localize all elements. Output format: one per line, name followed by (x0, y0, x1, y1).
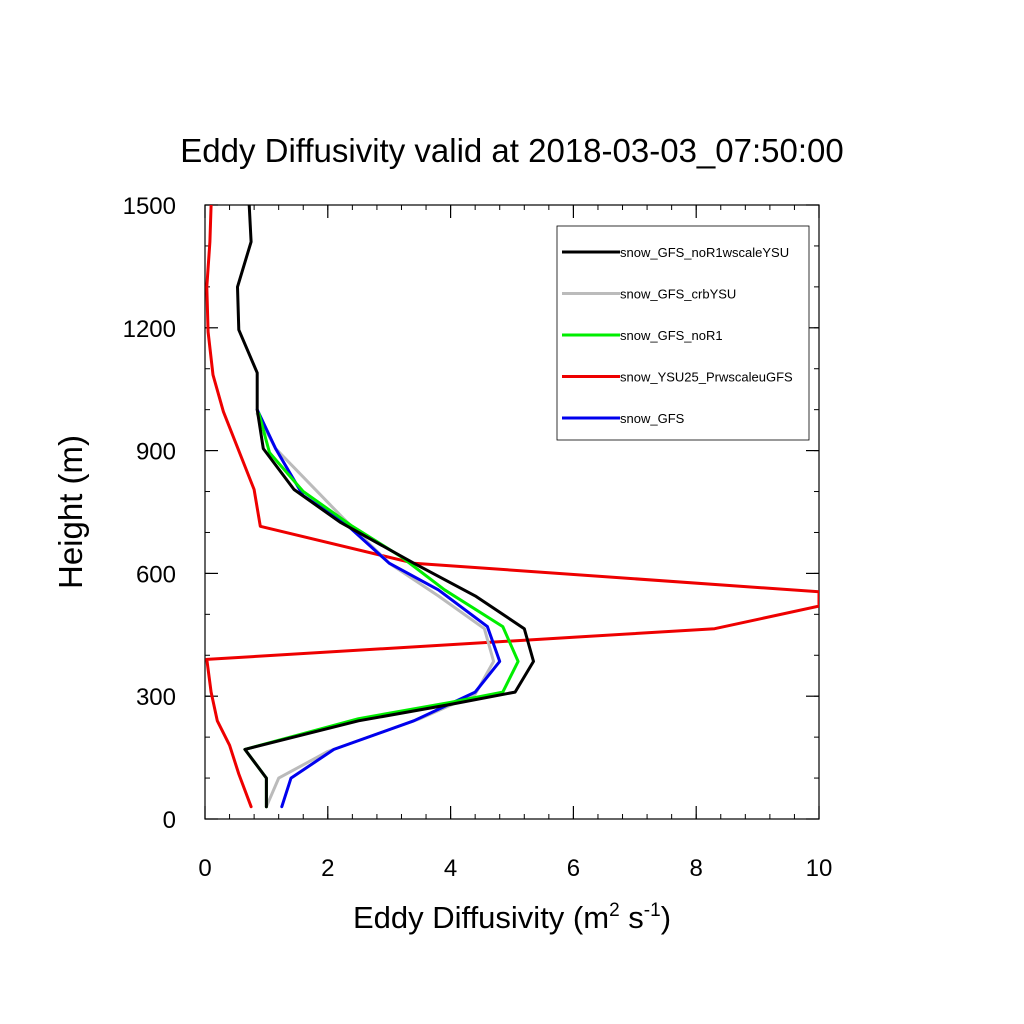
y-tick-label: 1500 (123, 193, 176, 220)
legend-label: snow_YSU25_PrwscaleuGFS (620, 370, 793, 385)
series-lines (205, 205, 819, 809)
y-tick-label: 1200 (123, 316, 176, 343)
y-tick-label: 300 (136, 684, 176, 711)
y-tick-label: 600 (136, 561, 176, 588)
y-axis: 0 300 600 900 1200 1500 (123, 193, 819, 834)
x-tick-label: 10 (806, 855, 833, 882)
x-tick-label: 2 (321, 855, 334, 882)
x-tick-label: 0 (198, 855, 211, 882)
y-tick-label: 900 (136, 439, 176, 466)
series-line-snow_GFS_crbYSU (255, 412, 496, 809)
x-tick-label: 8 (690, 855, 703, 882)
legend: snow_GFS_noR1wscaleYSU snow_GFS_crbYSUsno… (556, 225, 810, 441)
x-tick-label: 4 (444, 855, 457, 882)
plot-frame (204, 204, 820, 820)
legend-label: snow_GFS_crbYSU (620, 287, 736, 302)
y-axis-label: Height (m) (52, 435, 89, 589)
series-line-snow_GFS_noR1wscaleYSU (236, 205, 535, 809)
legend-items: snow_GFS_noR1wscaleYSU snow_GFS_crbYSUsno… (562, 245, 793, 426)
y-tick-label: 0 (163, 807, 176, 834)
legend-label: snow_GFS_noR1wscaleYSU (620, 245, 789, 260)
legend-box (556, 225, 810, 441)
series-line-snow_GFS_noR1 (243, 412, 520, 809)
chart-title: Eddy Diffusivity valid at 2018-03-03_07:… (180, 132, 843, 169)
legend-label: snow_GFS (620, 411, 685, 426)
x-axis-label: Eddy Diffusivity (m2 s-1) (353, 900, 671, 935)
series-line-snow_YSU25_PrwscaleuGFS (205, 205, 819, 809)
x-tick-label: 6 (567, 855, 580, 882)
x-axis: 0 2 4 6 8 10 (198, 205, 832, 882)
legend-label: snow_GFS_noR1 (620, 328, 723, 343)
